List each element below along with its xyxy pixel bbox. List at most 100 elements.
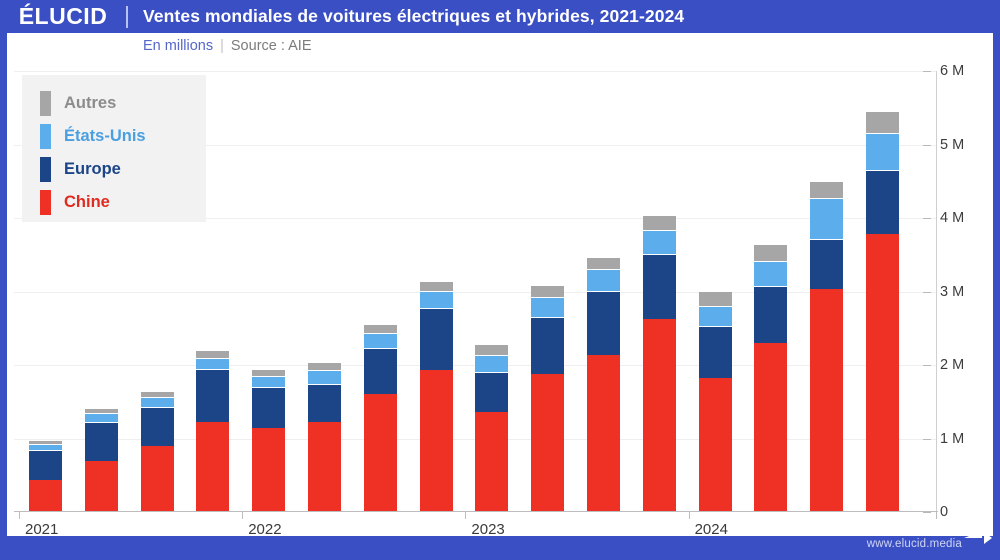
legend-swatch-icon: [40, 190, 51, 215]
y-axis-tick: [923, 512, 931, 513]
bar-segment-europe: [587, 290, 620, 355]
legend-item--tats-unis[interactable]: États-Unis: [40, 120, 206, 153]
x-axis-label-2022: 2022: [248, 521, 282, 538]
legend-label: États-Unis: [64, 127, 146, 145]
chart-legend: Autres États-Unis Europe Chine: [22, 75, 206, 222]
bar-2021-t1[interactable]: [29, 440, 62, 512]
bar-2022-t4[interactable]: [419, 281, 453, 512]
legend-item-europe[interactable]: Europe: [40, 153, 206, 186]
x-axis-tick: [19, 511, 20, 519]
x-axis-line: [14, 511, 938, 512]
legend-label: Europe: [64, 160, 121, 178]
bar-2021-t3[interactable]: [140, 390, 174, 512]
bar-segment-autres: [308, 362, 341, 371]
y-axis-tick: [923, 365, 931, 366]
y-axis-label: 0: [940, 504, 949, 520]
bar-segment-europe: [252, 387, 286, 429]
bar-segment-chine: [698, 377, 732, 512]
x-axis-tick: [936, 511, 937, 519]
y-axis-tick: [923, 144, 931, 146]
bar-segment-autres: [140, 390, 174, 397]
page-header: ÉLUCID Ventes mondiales de voitures élec…: [0, 0, 1000, 33]
bar-segment--tats-unis: [810, 198, 844, 239]
bar-segment-europe: [363, 348, 397, 395]
bar-segment-europe: [810, 238, 844, 290]
y-axis-label: 4 M: [940, 210, 965, 226]
gridline: [14, 144, 937, 146]
bar-segment-europe: [196, 369, 230, 423]
page-title: Ventes mondiales de voitures électriques…: [143, 6, 685, 26]
gridline: [14, 71, 937, 72]
bar-2022-t2[interactable]: [308, 362, 341, 512]
legend-item-autres[interactable]: Autres: [40, 87, 206, 120]
bar-segment-europe: [308, 384, 341, 423]
bar-segment--tats-unis: [642, 229, 676, 255]
gridline: [14, 291, 937, 293]
y-axis-tick: [923, 291, 931, 293]
y-axis-label: 1 M: [940, 430, 965, 447]
bar-segment-autres: [698, 290, 732, 307]
bar-segment-chine: [363, 394, 397, 512]
bar-segment-autres: [866, 111, 899, 134]
bar-segment-autres: [810, 181, 844, 199]
bar-segment-chine: [196, 422, 230, 512]
legend-swatch-icon: [40, 157, 51, 182]
bar-segment--tats-unis: [140, 396, 174, 407]
y-axis-line: [936, 71, 937, 512]
brand-logo: ÉLUCID: [18, 3, 108, 29]
bar-segment-chine: [140, 445, 174, 512]
bar-series-group: [14, 71, 937, 512]
brand-divider: [126, 5, 128, 28]
bar-segment-chine: [84, 460, 118, 512]
bar-2023-t1[interactable]: [475, 344, 509, 512]
bar-segment-europe: [419, 307, 453, 371]
bar-2023-t4[interactable]: [642, 215, 676, 512]
y-axis-label: 5 M: [940, 136, 965, 153]
bar-segment--tats-unis: [196, 357, 230, 370]
bar-segment--tats-unis: [754, 260, 788, 286]
gridline: [14, 218, 937, 219]
bar-segment--tats-unis: [475, 355, 509, 372]
bar-segment-europe: [475, 371, 509, 413]
bar-segment-autres: [419, 281, 453, 291]
bar-segment--tats-unis: [419, 290, 453, 308]
bar-segment--tats-unis: [84, 412, 118, 423]
bar-2024-t3[interactable]: [810, 181, 844, 512]
bar-2022-t1[interactable]: [252, 369, 286, 512]
bar-2021-t2[interactable]: [84, 407, 118, 512]
chart-container: [14, 62, 938, 512]
legend-swatch-icon: [40, 124, 51, 149]
bar-segment-chine: [754, 342, 788, 512]
bar-segment-europe: [84, 422, 118, 461]
bar-segment-chine: [531, 373, 565, 512]
bar-segment-europe: [531, 316, 565, 374]
bar-segment-europe: [29, 450, 62, 480]
right-border: [993, 33, 1000, 536]
bar-segment-chine: [308, 422, 341, 512]
x-axis-tick: [465, 511, 467, 519]
bar-segment-autres: [587, 256, 620, 270]
page-footer: [0, 536, 1000, 560]
bar-2024-t2[interactable]: [754, 243, 788, 512]
bar-segment-europe: [642, 254, 676, 320]
bar-segment-chine: [252, 428, 286, 512]
left-border: [0, 33, 7, 536]
bar-segment--tats-unis: [252, 376, 286, 388]
bar-2023-t3[interactable]: [587, 256, 620, 512]
bar-segment--tats-unis: [698, 306, 732, 327]
legend-label: Autres: [64, 94, 117, 112]
bar-segment-autres: [642, 215, 676, 230]
bar-2024-t4[interactable]: [866, 111, 899, 512]
legend-item-chine[interactable]: Chine: [40, 186, 206, 219]
bar-2023-t2[interactable]: [531, 284, 565, 512]
bar-2024-t1[interactable]: [698, 290, 732, 512]
bar-2021-t4[interactable]: [196, 350, 230, 512]
bar-segment-autres: [252, 369, 286, 377]
bar-segment-autres: [84, 407, 118, 413]
y-axis-tick: [923, 71, 931, 72]
bar-2022-t3[interactable]: [363, 323, 397, 512]
bar-segment-chine: [29, 479, 62, 512]
bar-segment--tats-unis: [363, 332, 397, 349]
bar-segment--tats-unis: [866, 133, 899, 171]
